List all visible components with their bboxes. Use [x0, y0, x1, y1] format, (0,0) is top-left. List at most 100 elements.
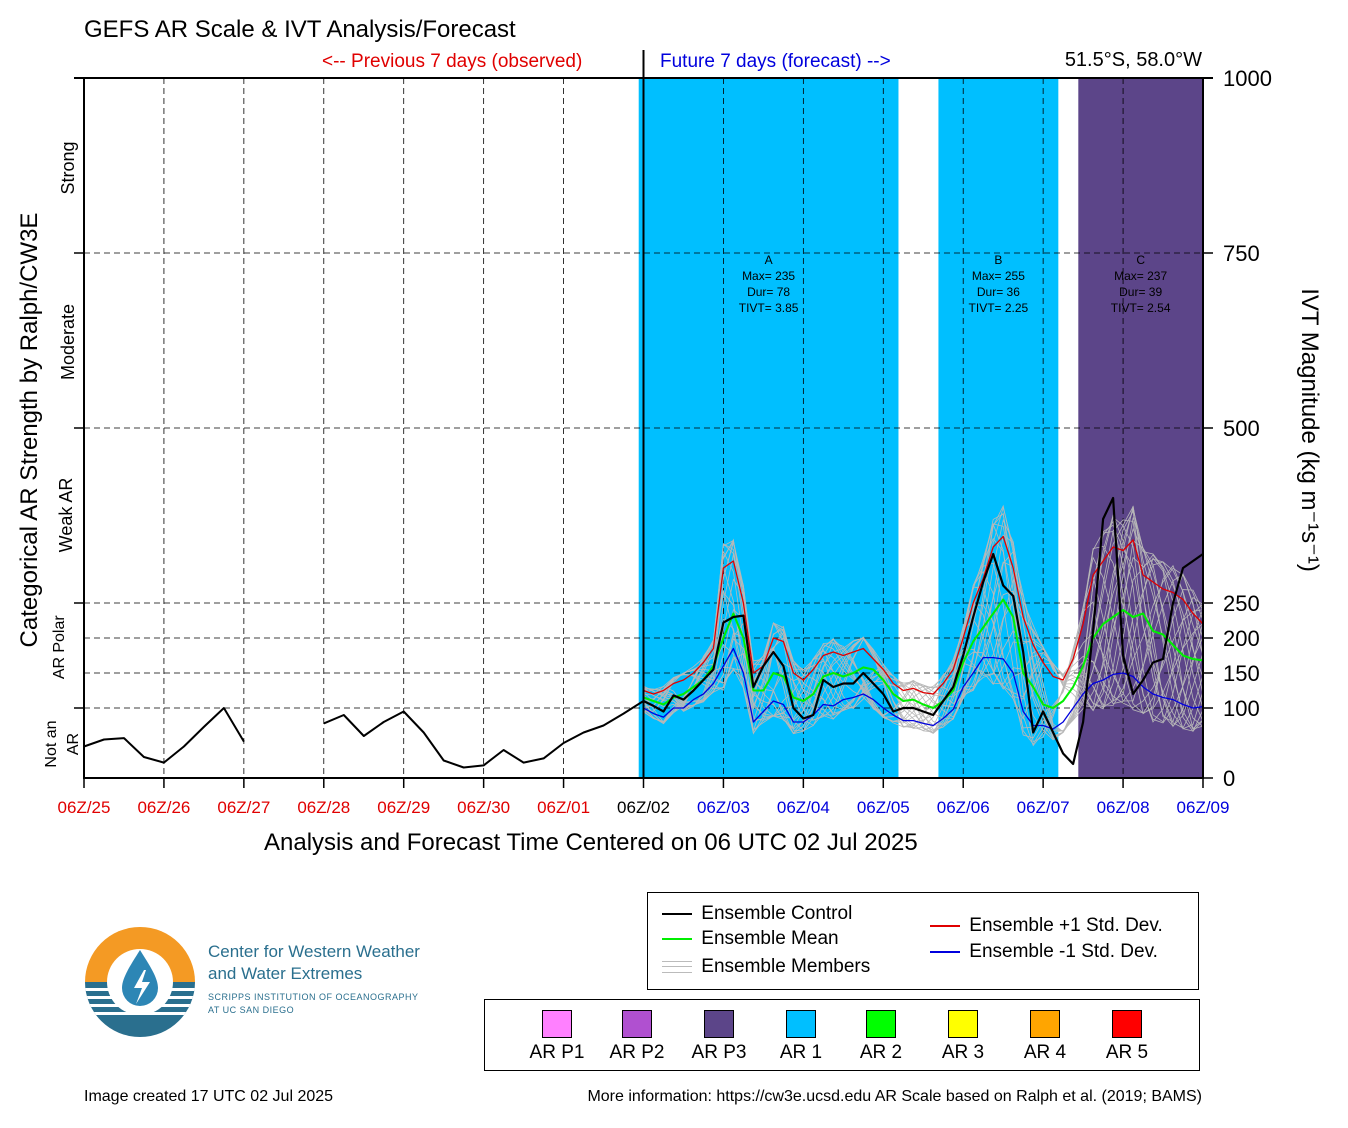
ensemble-member-line: [643, 506, 1204, 739]
x-tick-label: 06Z/26: [137, 798, 190, 817]
ensemble-member-line: [643, 505, 1204, 740]
ar-scale-item-ar-2: AR 2: [843, 1010, 919, 1064]
logo-line-4: AT UC SAN DIEGO: [208, 1005, 295, 1015]
x-tick-label: 06Z/09: [1177, 798, 1230, 817]
ar-period-annotation: Dur= 78: [747, 285, 790, 299]
legend-members: Ensemble Members: [662, 956, 870, 978]
series-ensemble-mean: [643, 598, 1204, 709]
ar-period-annotation: Dur= 36: [977, 285, 1020, 299]
ar-scale-swatch: [1030, 1010, 1060, 1038]
ar-scale-swatch: [866, 1010, 896, 1038]
category-label: Not an: [43, 720, 60, 767]
ensemble-member-line: [643, 523, 1204, 734]
legend-control: Ensemble Control: [662, 903, 852, 925]
ar-period-annotation: Max= 235: [742, 269, 795, 283]
ar-period-annotation: TIVT= 3.85: [739, 301, 799, 315]
ar-period-annotation: Max= 255: [972, 269, 1025, 283]
x-tick-label: 06Z/28: [297, 798, 350, 817]
ar-scale-item-ar-5: AR 5: [1089, 1010, 1165, 1064]
right-axis-title: IVT Magnitude (kg m⁻¹s⁻¹): [1296, 288, 1323, 572]
ar-scale-swatch: [948, 1010, 978, 1038]
y-tick-label: 150: [1223, 661, 1260, 686]
legend-control-label: Ensemble Control: [701, 903, 853, 924]
ar-scale-label: AR 1: [779, 1042, 823, 1063]
ar-scale-swatch: [704, 1010, 734, 1038]
ensemble-member-line: [643, 520, 1204, 737]
cw3e-logo: Center for Western Weather and Water Ext…: [84, 926, 464, 1038]
y-tick-label: 0: [1223, 766, 1235, 791]
ar-scale-label: AR P1: [529, 1042, 585, 1063]
legend-plus-std: Ensemble +1 Std. Dev.: [930, 915, 1163, 937]
ensemble-member-line: [643, 573, 1204, 714]
x-tick-label: 06Z/27: [217, 798, 270, 817]
plot-frame: [74, 50, 1213, 788]
previous-days-label: <-- Previous 7 days (observed): [322, 51, 583, 72]
ar-period-annotation: TIVT= 2.25: [969, 301, 1029, 315]
ar-scale-label: AR 2: [859, 1042, 903, 1063]
legend-mean: Ensemble Mean: [662, 928, 839, 950]
legend-minus-std-swatch: [930, 950, 960, 953]
chart-title: GEFS AR Scale & IVT Analysis/Forecast: [84, 16, 516, 43]
ar-scale-swatch: [786, 1010, 816, 1038]
ensemble-member-line: [643, 518, 1204, 732]
category-label: Strong: [58, 141, 78, 194]
axis-labels: 06Z/25 06Z/26 06Z/27 06Z/28 06Z/29 06Z/30 06Z/…: [16, 66, 1323, 817]
ar-period-annotation: A: [765, 253, 773, 267]
ar-scale-item-ar-4: AR 4: [1007, 1010, 1083, 1064]
ensemble-member-line: [643, 512, 1204, 743]
ar-scale-label: AR 5: [1105, 1042, 1149, 1063]
category-label: Weak AR: [56, 478, 76, 553]
x-tick-label: 06Z/07: [1017, 798, 1070, 817]
cw3e-logo-icon: [85, 927, 195, 1037]
x-tick-label: 06Z/02: [617, 798, 670, 817]
ensemble-legend: Ensemble Control Ensemble Mean Ensemble …: [647, 892, 1199, 990]
logo-line-2: and Water Extremes: [208, 964, 363, 983]
image-created-note: Image created 17 UTC 02 Jul 2025: [84, 1088, 334, 1105]
legend-mean-label: Ensemble Mean: [701, 928, 839, 949]
legend-mean-swatch: [662, 937, 692, 940]
x-tick-label: 06Z/04: [777, 798, 830, 817]
x-tick-label: 06Z/25: [58, 798, 111, 817]
ar-scale-label: AR 3: [941, 1042, 985, 1063]
x-tick-label: 06Z/29: [377, 798, 430, 817]
y-tick-label: 200: [1223, 626, 1260, 651]
observed-control-line: [83, 707, 245, 764]
ar-scale-swatch: [1112, 1010, 1142, 1038]
ar-scale-item-ar-p3: AR P3: [681, 1010, 757, 1064]
ar-scale-item-ar-p1: AR P1: [519, 1010, 595, 1064]
location-label: 51.5°S, 58.0°W: [1064, 49, 1202, 71]
ar-scale-swatch: [622, 1010, 652, 1038]
ar-scale-item-ar-3: AR 3: [925, 1010, 1001, 1064]
observed-control-line: [323, 700, 645, 769]
x-tick-label: 06Z/05: [857, 798, 910, 817]
series-ensemble-1-std-dev-: [643, 647, 1204, 730]
ar-period-annotation: Dur= 39: [1119, 285, 1162, 299]
legend-plus-std-label: Ensemble +1 Std. Dev.: [969, 915, 1163, 936]
ar-scale-label: AR P3: [691, 1042, 747, 1063]
category-label: Polar: [51, 615, 68, 653]
ar-period-annotation: TIVT= 2.54: [1111, 301, 1171, 315]
logo-line-3: SCRIPPS INSTITUTION OF OCEANOGRAPHY: [208, 992, 419, 1002]
legend-minus-std: Ensemble -1 Std. Dev.: [930, 941, 1158, 963]
y-tick-label: 250: [1223, 591, 1260, 616]
ar-scale-legend: AR P1 AR P2 AR P3 AR 1 AR 2 AR 3 AR 4 AR 5: [484, 999, 1200, 1071]
legend-minus-std-label: Ensemble -1 Std. Dev.: [969, 941, 1158, 962]
ar-scale-item-ar-p2: AR P2: [599, 1010, 675, 1064]
y-tick-label: 1000: [1223, 66, 1272, 91]
future-days-label: Future 7 days (forecast) -->: [660, 51, 891, 72]
x-tick-label: 06Z/01: [537, 798, 590, 817]
x-tick-label: 06Z/06: [937, 798, 990, 817]
category-label: Moderate: [58, 304, 78, 380]
ar-scale-swatch: [542, 1010, 572, 1038]
category-label: AR: [51, 657, 68, 679]
legend-control-swatch: [662, 912, 692, 915]
more-info-note: More information: https://cw3e.ucsd.edu …: [587, 1088, 1202, 1105]
ar-scale-label: AR P2: [609, 1042, 665, 1063]
ar-scale-item-ar-1: AR 1: [763, 1010, 839, 1064]
category-label: AR: [65, 733, 82, 755]
y-tick-label: 100: [1223, 696, 1260, 721]
x-tick-label: 06Z/08: [1097, 798, 1150, 817]
series-ensemble-control: [643, 496, 1204, 766]
legend-members-label: Ensemble Members: [701, 956, 871, 977]
